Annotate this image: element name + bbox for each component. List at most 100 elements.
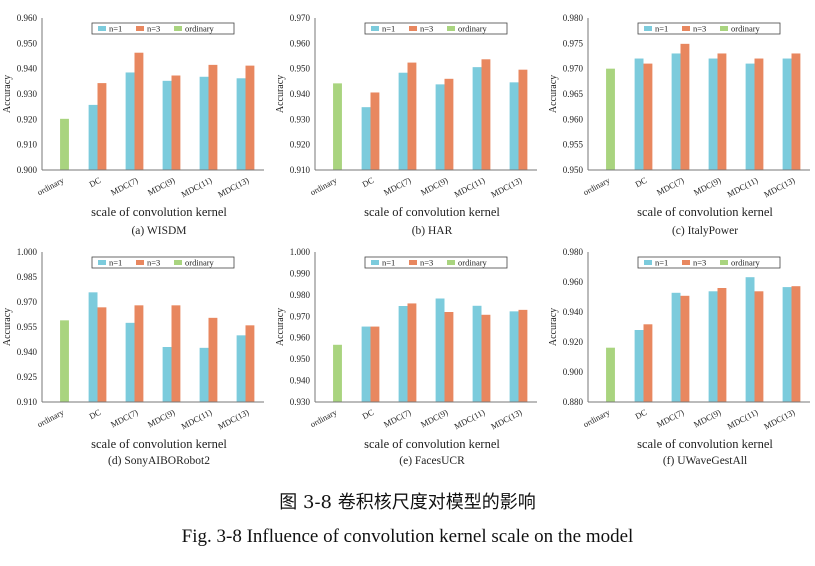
bar-n3-dc [371,92,380,170]
bar-n1-mdc7 [672,293,681,402]
chart-subtitle: (f) UWaveGestAll [663,455,747,467]
x-tick-label: MDC(13) [762,175,796,200]
bar-n3-mdc11 [209,318,218,402]
x-tick-label: MDC(7) [109,407,140,430]
bar-n1-mdc11 [200,348,209,402]
x-tick-label: ordinary [308,175,339,198]
legend-label: ordinary [185,24,215,34]
bar-n3-mdc13 [246,66,255,170]
y-tick-label: 0.930 [290,397,311,407]
x-tick-label: ordinary [581,175,612,198]
bar-n1-mdc9 [436,299,445,403]
legend-label: n=1 [382,258,395,268]
chart-legend: n=1 n=3 ordinary [365,257,507,268]
y-axis-label: Accuracy [2,308,13,346]
bar-n3-mdc13 [792,53,801,170]
y-tick-label: 0.910 [17,397,38,407]
bar-n1-dc [89,105,98,170]
chart-panel-3: 0.9500.9550.9600.9650.9700.9750.980Accur… [548,13,810,237]
legend-swatch [98,260,106,265]
x-tick-label: DC [87,407,102,422]
bar-n3-mdc11 [755,291,764,402]
bar-ordinary [333,83,342,170]
y-tick-label: 0.910 [290,165,311,175]
x-tick-label: MDC(13) [216,175,250,200]
y-tick-label: 1.000 [17,247,38,257]
x-axis-label: scale of convolution kernel [91,437,227,451]
x-tick-label: MDC(7) [109,175,140,198]
x-tick-label: MDC(11) [725,407,759,432]
x-tick-label: DC [633,175,648,190]
legend-swatch [720,26,728,31]
x-tick-label: MDC(13) [489,407,523,432]
bar-n3-mdc11 [482,59,491,170]
y-tick-label: 0.880 [563,397,584,407]
bar-n3-dc [371,327,380,402]
x-tick-label: MDC(7) [655,407,686,430]
bar-n3-mdc9 [445,79,454,170]
legend-label: ordinary [458,258,488,268]
bar-ordinary [60,320,69,402]
legend-swatch [174,26,182,31]
legend-label: n=1 [382,24,395,34]
legend-label: n=1 [655,24,668,34]
chart-panel-4: 0.9100.9250.9400.9550.9700.9851.000Accur… [2,247,264,467]
chart-legend: n=1 n=3 ordinary [365,23,507,34]
chart-subtitle: (e) FacesUCR [399,455,465,467]
y-tick-label: 0.980 [563,13,584,23]
legend-swatch [409,26,417,31]
x-axis-label: scale of convolution kernel [364,205,500,219]
bar-n3-dc [98,307,107,402]
y-tick-label: 0.950 [290,64,311,74]
bar-n1-mdc9 [163,81,172,170]
y-tick-label: 0.910 [17,140,38,150]
legend-swatch [174,260,182,265]
figure-caption-english: Fig. 3-8 Influence of convolution kernel… [0,526,815,548]
x-tick-label: MDC(9) [419,407,450,430]
y-tick-label: 0.960 [563,114,584,124]
x-tick-label: MDC(11) [179,175,213,200]
x-tick-label: MDC(13) [216,407,250,432]
legend-label: n=3 [147,258,160,268]
chart-legend: n=1 n=3 ordinary [92,257,234,268]
y-tick-label: 0.990 [290,268,311,278]
legend-swatch [644,26,652,31]
y-tick-label: 0.970 [290,13,311,23]
x-axis-label: scale of convolution kernel [637,437,773,451]
legend-swatch [682,26,690,31]
bar-n3-mdc9 [172,305,181,402]
y-tick-label: 0.960 [17,13,38,23]
bar-n3-mdc7 [681,296,690,402]
x-tick-label: MDC(13) [762,407,796,432]
y-tick-label: 0.930 [17,89,38,99]
legend-swatch [136,26,144,31]
x-tick-label: MDC(9) [692,175,723,198]
bar-n1-mdc7 [126,72,135,170]
bar-n1-dc [635,59,644,170]
x-tick-label: MDC(7) [382,175,413,198]
x-tick-label: DC [87,175,102,190]
y-tick-label: 0.900 [17,165,38,175]
bar-n1-mdc13 [510,311,519,402]
legend-label: ordinary [731,24,761,34]
bar-n1-dc [362,327,371,402]
bar-n3-mdc9 [445,312,454,402]
bar-n3-dc [98,83,107,170]
y-tick-label: 0.960 [290,333,311,343]
bar-n1-mdc13 [783,59,792,170]
bar-ordinary [606,348,615,402]
legend-swatch [98,26,106,31]
x-tick-label: MDC(11) [452,407,486,432]
legend-swatch [371,260,379,265]
legend-swatch [447,260,455,265]
y-tick-label: 0.970 [17,297,38,307]
bar-n1-dc [362,107,371,170]
bar-ordinary [606,69,615,170]
chart-legend: n=1 n=3 ordinary [638,23,780,34]
bar-ordinary [60,119,69,170]
bar-n3-dc [644,324,653,402]
bar-n3-mdc9 [718,288,727,402]
y-tick-label: 0.960 [290,38,311,48]
bar-n1-mdc13 [237,78,246,170]
legend-label: n=3 [420,24,433,34]
